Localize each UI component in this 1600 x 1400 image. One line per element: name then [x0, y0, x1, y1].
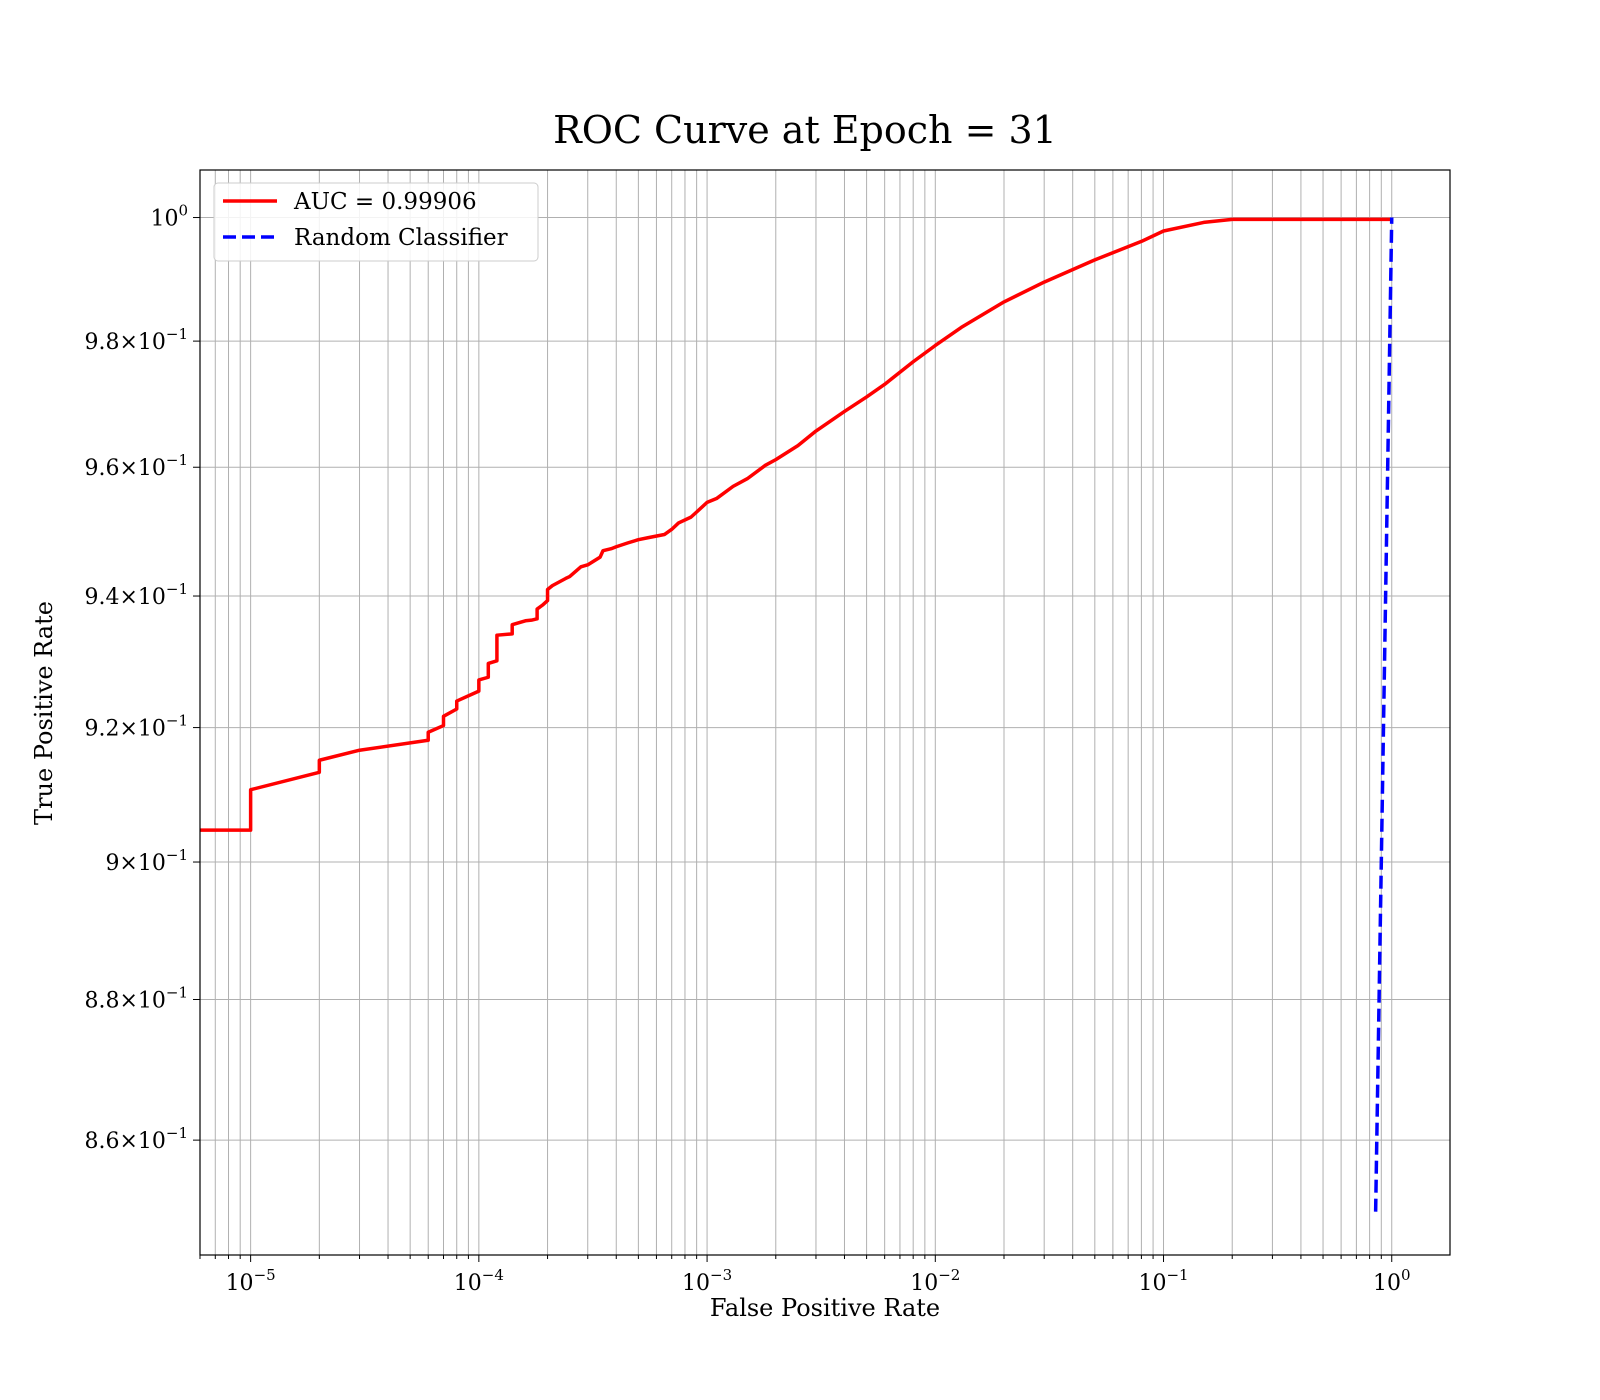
x-tick-label: 10−2 — [910, 1266, 960, 1296]
legend-label-auc: AUC = 0.99906 — [293, 189, 477, 215]
roc-curve-line — [200, 217, 1392, 832]
y-tick-label: 100 — [150, 202, 188, 232]
grid — [199, 170, 1450, 1255]
plot-area — [200, 217, 1394, 1212]
x-tick-label: 100 — [1373, 1266, 1411, 1296]
y-tick-label: 9.6×10−1 — [84, 451, 188, 481]
legend-box — [213, 182, 539, 262]
y-tick-label: 9.2×10−1 — [84, 712, 188, 742]
y-tick-label: 8.8×10−1 — [84, 983, 188, 1013]
x-tick-label: 10−3 — [682, 1266, 732, 1296]
legend: AUC = 0.99906 Random Classifier — [213, 182, 539, 262]
x-tick-label: 10−1 — [1138, 1266, 1188, 1296]
y-axis-ticks: 100 9.8×10−1 9.6×10−1 9.4×10−1 9.2×10−1 9×10−… — [84, 202, 200, 1154]
y-tick-label: 9.4×10−1 — [84, 580, 188, 610]
plot-frame — [199, 169, 1451, 1256]
y-axis-label: True Positive Rate — [30, 601, 58, 825]
x-tick-label: 10−5 — [226, 1266, 276, 1296]
y-tick-label: 9×10−1 — [105, 846, 188, 876]
chart-title: ROC Curve at Epoch = 31 — [553, 108, 1057, 152]
y-tick-label: 9.8×10−1 — [84, 325, 188, 355]
x-axis-label: False Positive Rate — [710, 1294, 940, 1322]
x-axis-ticks: 10−5 10−4 10−3 10−2 10−1 100 — [199, 1255, 1411, 1296]
x-tick-label: 10−4 — [454, 1266, 504, 1296]
random-classifier-line — [1373, 217, 1394, 1212]
y-tick-label: 8.6×10−1 — [84, 1124, 188, 1154]
legend-label-random: Random Classifier — [294, 225, 508, 251]
